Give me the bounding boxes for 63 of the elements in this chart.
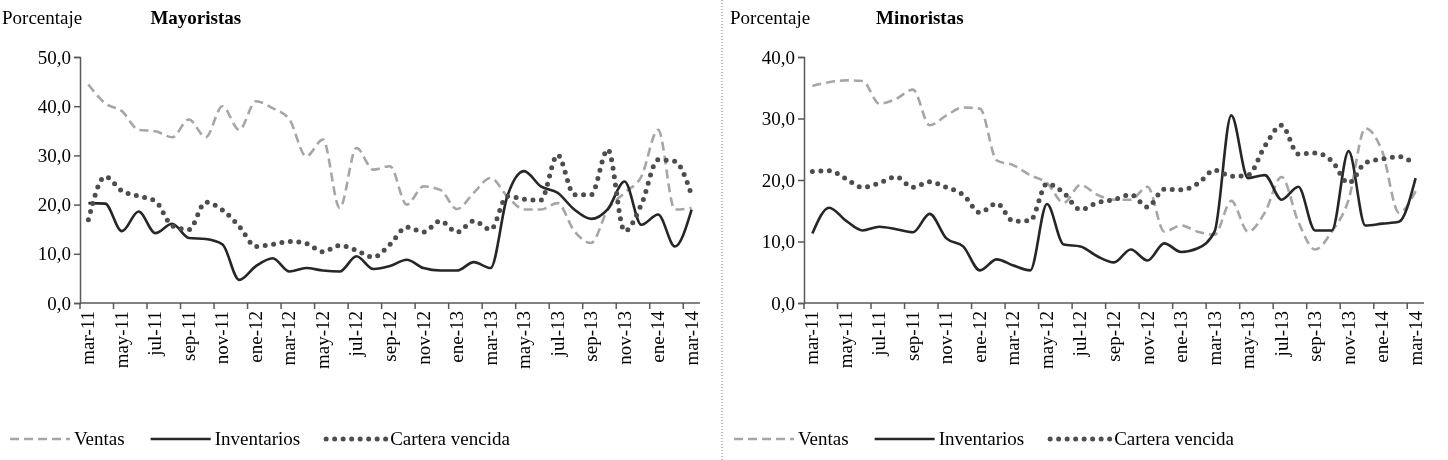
chart-title: Mayoristas xyxy=(150,7,242,28)
x-tick-label: may-11 xyxy=(834,311,856,369)
x-tick-label: ene-12 xyxy=(244,311,266,363)
y-axis-title: Porcentaje xyxy=(730,7,811,28)
y-tick-label: 10,0 xyxy=(761,231,795,253)
x-tick-label: sep-12 xyxy=(379,311,400,362)
y-tick-label: 30,0 xyxy=(761,108,795,130)
x-tick-label: sep-11 xyxy=(901,311,923,361)
line-series xyxy=(811,79,1417,251)
x-tick-label: mar-12 xyxy=(1002,311,1024,366)
y-tick-label: 0,0 xyxy=(47,292,71,314)
x-tick-label: nov-13 xyxy=(613,311,635,365)
legend-label: Cartera vencida xyxy=(390,428,511,449)
x-tick-label: jul-13 xyxy=(546,311,568,358)
y-tick-label: 0,0 xyxy=(771,292,795,314)
x-tick-label: nov-12 xyxy=(412,311,434,365)
y-axis-title: Porcentaje xyxy=(2,7,83,28)
x-tick-label: mar-13 xyxy=(1203,311,1225,366)
x-tick-label: may-13 xyxy=(1237,311,1259,370)
x-tick-label: ene-12 xyxy=(968,311,990,363)
x-tick-label: sep-12 xyxy=(1103,311,1124,362)
legend-label: Inventarios xyxy=(214,428,301,449)
x-tick-label: nov-11 xyxy=(935,311,957,365)
x-tick-label: ene-14 xyxy=(1371,310,1393,363)
x-tick-label: mar-12 xyxy=(278,311,300,366)
x-tick-label: may-11 xyxy=(110,311,132,369)
x-tick-label: may-12 xyxy=(311,311,333,370)
y-tick-label: 10,0 xyxy=(37,243,71,265)
y-tick-label: 30,0 xyxy=(37,144,71,166)
y-tick-label: 20,0 xyxy=(761,169,795,191)
x-tick-label: mar-14 xyxy=(680,310,702,366)
x-tick-label: may-13 xyxy=(513,311,535,370)
x-tick-label: ene-13 xyxy=(446,311,468,363)
x-tick-label: mar-14 xyxy=(1404,310,1426,366)
x-tick-label: may-12 xyxy=(1035,311,1057,370)
x-tick-label: mar-11 xyxy=(77,311,99,365)
legend-label: Ventas xyxy=(74,428,125,449)
x-tick-label: sep-11 xyxy=(177,311,199,361)
chart-title: Minoristas xyxy=(876,7,964,28)
y-tick-label: 40,0 xyxy=(761,46,795,68)
x-tick-label: jul-13 xyxy=(1270,311,1292,358)
x-tick-label: sep-13 xyxy=(1304,311,1326,362)
x-tick-label: mar-11 xyxy=(801,311,823,365)
x-tick-label: nov-13 xyxy=(1337,311,1359,365)
y-tick-label: 20,0 xyxy=(37,194,71,216)
x-tick-label: mar-13 xyxy=(479,311,501,366)
line-series xyxy=(87,83,693,245)
legend-label: Cartera vencida xyxy=(1114,428,1235,449)
x-tick-label: nov-11 xyxy=(211,311,233,365)
x-tick-label: ene-13 xyxy=(1170,311,1192,363)
x-tick-label: jul-12 xyxy=(1069,311,1091,358)
y-tick-label: 40,0 xyxy=(37,95,71,117)
x-tick-label: jul-12 xyxy=(345,311,367,358)
legend-label: Ventas xyxy=(798,428,849,449)
legend-label: Inventarios xyxy=(938,428,1025,449)
y-tick-label: 50,0 xyxy=(37,46,71,68)
line-series xyxy=(811,114,1417,272)
line-series xyxy=(87,169,693,282)
x-tick-label: sep-13 xyxy=(580,311,602,362)
x-tick-label: jul-11 xyxy=(868,311,890,357)
x-tick-label: nov-12 xyxy=(1136,311,1158,365)
x-tick-label: ene-14 xyxy=(647,310,669,363)
x-tick-label: jul-11 xyxy=(144,311,166,357)
